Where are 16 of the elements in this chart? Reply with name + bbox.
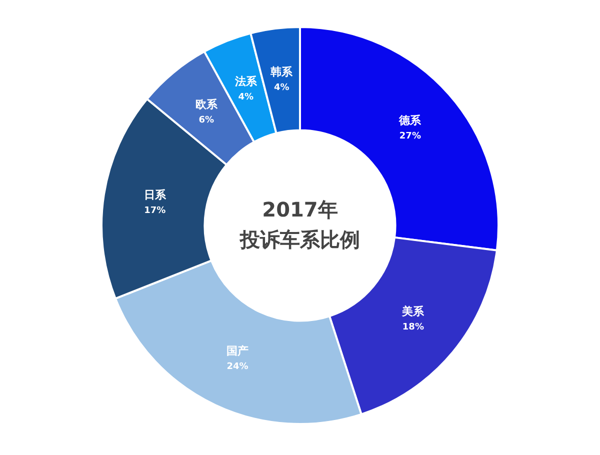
data-label: 6% bbox=[198, 116, 214, 126]
text: 2017年 bbox=[262, 198, 338, 222]
data-label: 17% bbox=[144, 206, 166, 216]
slice-label: 法系 bbox=[234, 74, 258, 88]
text: 投诉车系比例 bbox=[239, 228, 360, 252]
data-label: 27% bbox=[399, 132, 421, 142]
slice-label: 德系 bbox=[398, 114, 422, 128]
data-label: 18% bbox=[402, 322, 424, 332]
data-label: 24% bbox=[226, 362, 248, 372]
data-label: 4% bbox=[274, 83, 290, 94]
data-label: 4% bbox=[238, 92, 254, 102]
slice-label: 日系 bbox=[144, 188, 167, 202]
slice-label: 美系 bbox=[401, 304, 426, 318]
slice-label: 韩系 bbox=[270, 66, 294, 79]
slice-label: 欧系 bbox=[195, 98, 218, 112]
slice-label: 国产 bbox=[226, 344, 248, 358]
